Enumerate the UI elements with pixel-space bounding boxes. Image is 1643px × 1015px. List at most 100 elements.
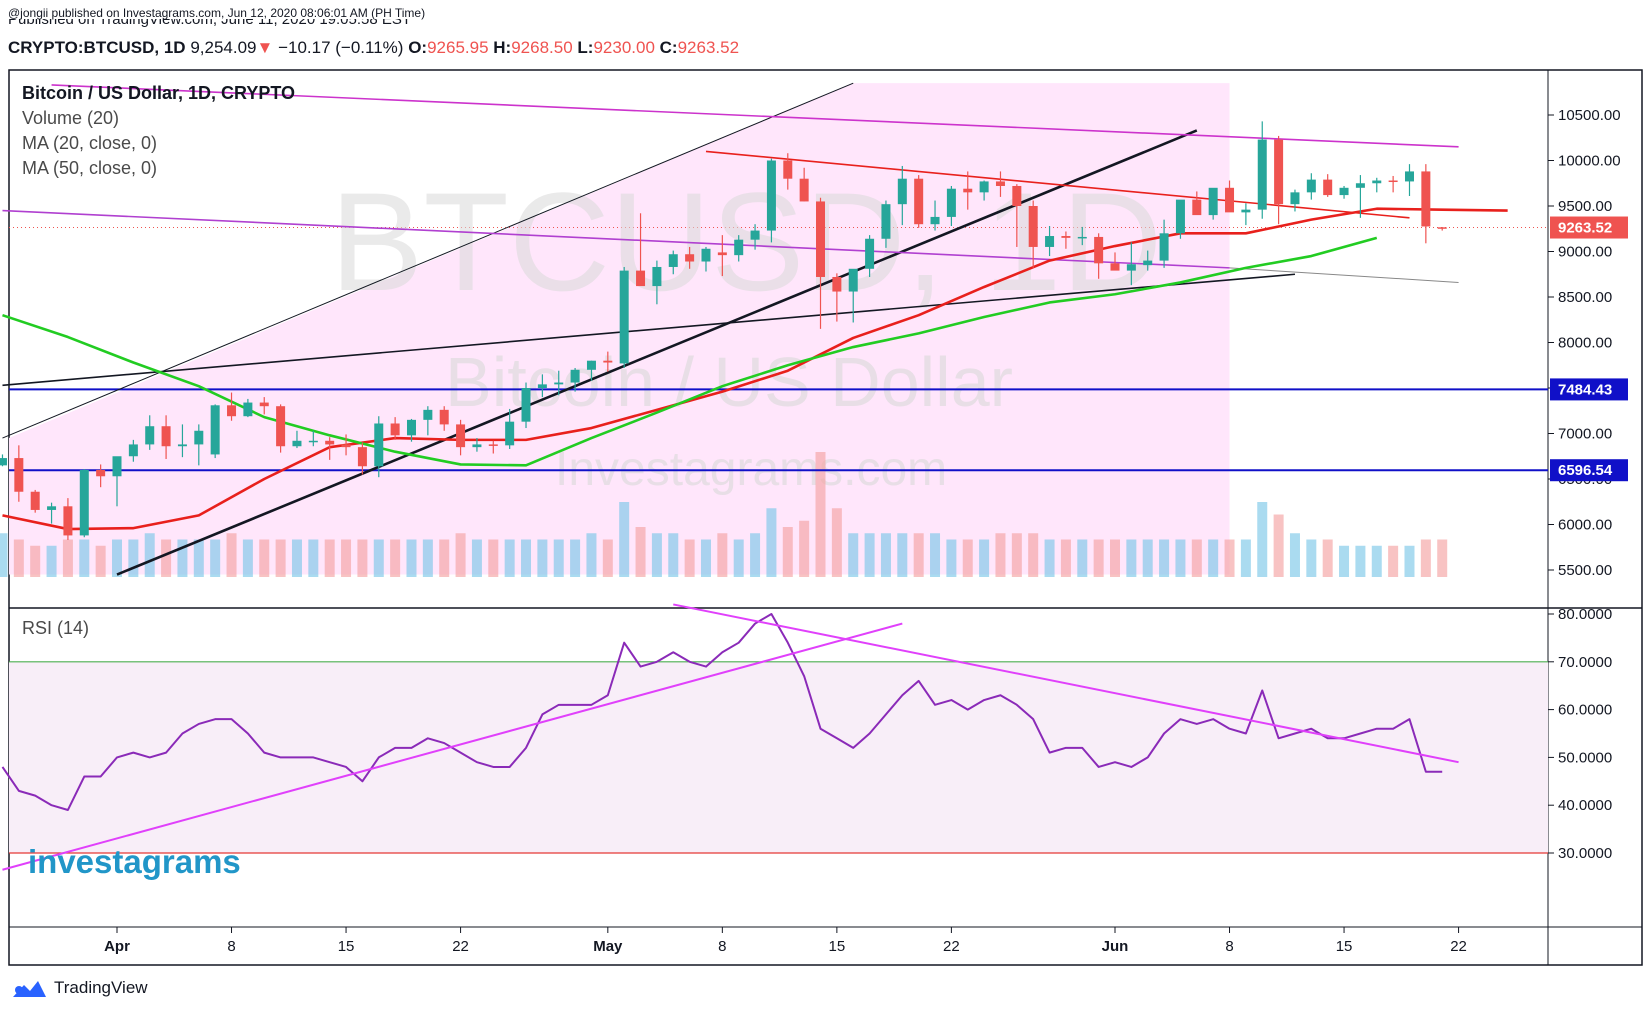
candle-body bbox=[161, 426, 171, 447]
candle-body bbox=[652, 266, 662, 287]
candle-body bbox=[1045, 236, 1055, 247]
tradingview-footer[interactable]: TradingView bbox=[10, 977, 148, 999]
candle-body bbox=[325, 440, 335, 445]
rsi-tick-label: 50.0000 bbox=[1558, 749, 1612, 766]
volume-bar bbox=[995, 533, 1006, 577]
rsi-pane bbox=[1, 603, 1459, 871]
level-tag-label: 7484.43 bbox=[1558, 381, 1612, 398]
volume-bar bbox=[1224, 539, 1235, 577]
down-arrow-icon: ▼ bbox=[256, 38, 274, 57]
watermark-ticker: BTCUSD, 1D bbox=[330, 163, 1162, 320]
volume-bar bbox=[275, 539, 286, 577]
candles bbox=[0, 121, 1447, 540]
volume-bar bbox=[979, 539, 990, 577]
candle-body bbox=[930, 216, 940, 225]
volume-bar bbox=[799, 520, 810, 577]
volume-bar bbox=[1077, 539, 1088, 577]
candle-body bbox=[1339, 187, 1349, 196]
price-tick-label: 8000.00 bbox=[1558, 335, 1612, 352]
legend: Bitcoin / US Dollar, 1D, CRYPTO Volume (… bbox=[22, 83, 295, 638]
candle-body bbox=[766, 160, 776, 231]
candle-body bbox=[995, 181, 1005, 186]
volume-bar bbox=[390, 539, 401, 577]
candle-body bbox=[1421, 171, 1431, 227]
candle-body bbox=[308, 440, 318, 443]
background-layer bbox=[9, 83, 1548, 854]
trendline bbox=[2, 82, 854, 439]
candle-body bbox=[1208, 187, 1218, 216]
investagrams-logo: investagrams bbox=[28, 843, 241, 880]
candle-body bbox=[292, 440, 302, 447]
volume-bar bbox=[1126, 539, 1137, 577]
candle-body bbox=[734, 239, 744, 256]
candle-body bbox=[390, 423, 400, 436]
volume-bar bbox=[717, 533, 728, 577]
candle-body bbox=[685, 254, 695, 262]
price-tick-label: 6000.00 bbox=[1558, 517, 1612, 534]
volume-bar bbox=[210, 539, 221, 577]
time-tick-label: 22 bbox=[1450, 938, 1467, 955]
candle-body bbox=[1437, 227, 1447, 229]
volume-bar bbox=[1110, 539, 1120, 577]
legend-rsi[interactable]: RSI (14) bbox=[22, 618, 89, 638]
volume-bar bbox=[602, 539, 613, 577]
legend-ma50[interactable]: MA (50, close, 0) bbox=[22, 158, 157, 178]
volume-bar bbox=[1306, 539, 1317, 577]
candle-body bbox=[586, 360, 596, 370]
rsi-tick-label: 70.0000 bbox=[1558, 654, 1612, 671]
volume-bar bbox=[1289, 533, 1300, 577]
volume-bar bbox=[128, 539, 139, 577]
volume-bar bbox=[1028, 533, 1039, 577]
time-tick-label: Jun bbox=[1102, 938, 1129, 955]
time-axis[interactable]: Apr 8 15 22 May 8 15 22 Jun 8 15 22 bbox=[104, 927, 1467, 955]
trendline bbox=[705, 150, 1410, 219]
candle-body bbox=[341, 444, 351, 448]
volume-bar bbox=[1159, 539, 1170, 577]
level-tag bbox=[1550, 459, 1628, 482]
volume-bar bbox=[161, 539, 172, 577]
candle-body bbox=[79, 469, 89, 536]
volume-bar bbox=[1191, 539, 1202, 577]
open-label: O: bbox=[408, 38, 428, 57]
candle-body bbox=[1192, 199, 1202, 216]
candle-body bbox=[946, 188, 956, 217]
candle-body bbox=[1028, 206, 1038, 247]
legend-title[interactable]: Bitcoin / US Dollar, 1D, CRYPTO bbox=[22, 83, 295, 103]
volume-bar bbox=[815, 452, 826, 577]
volume-bar bbox=[766, 508, 777, 577]
volume-bar bbox=[1208, 539, 1219, 577]
candle-body bbox=[1290, 192, 1300, 205]
horizontal-levels bbox=[9, 388, 1548, 472]
volume-bar bbox=[1044, 539, 1055, 577]
volume-bar bbox=[1388, 545, 1399, 577]
legend-volume[interactable]: Volume (20) bbox=[22, 108, 119, 128]
candle-body bbox=[1143, 260, 1153, 266]
candle-body bbox=[276, 406, 286, 447]
legend-ma20[interactable]: MA (20, close, 0) bbox=[22, 133, 157, 153]
price-axis[interactable]: 5500.006000.006500.007000.007500.008000.… bbox=[1548, 107, 1628, 579]
volume-bar bbox=[1355, 545, 1366, 577]
candle-body bbox=[1110, 263, 1120, 271]
candle-body bbox=[177, 444, 187, 447]
rsi-trendline bbox=[673, 603, 1459, 764]
time-tick-label: 15 bbox=[1336, 938, 1353, 955]
rsi-axis[interactable]: 30.0000 40.0000 50.0000 60.0000 70.0000 80.00… bbox=[1548, 606, 1612, 862]
symbol-name[interactable]: CRYPTO:BTCUSD, 1D bbox=[8, 38, 186, 57]
volume-bar bbox=[422, 539, 433, 577]
rsi-tick-label: 40.0000 bbox=[1558, 797, 1612, 814]
time-tick-label: 15 bbox=[829, 938, 846, 955]
volume-bar bbox=[259, 539, 270, 577]
candle-body bbox=[1159, 233, 1169, 261]
volume-bar bbox=[1371, 545, 1382, 577]
candle-body bbox=[1126, 264, 1136, 271]
volume-bar bbox=[1257, 502, 1268, 577]
volume-bar bbox=[930, 533, 941, 577]
rsi-tick-label: 60.0000 bbox=[1558, 702, 1612, 719]
level-tag-label: 6596.54 bbox=[1558, 462, 1613, 479]
volume-bar bbox=[308, 539, 319, 577]
close-label: C: bbox=[659, 38, 678, 57]
trendline bbox=[1229, 267, 1459, 283]
candle-body bbox=[1404, 171, 1414, 182]
price-tick-label: 9000.00 bbox=[1558, 244, 1612, 261]
